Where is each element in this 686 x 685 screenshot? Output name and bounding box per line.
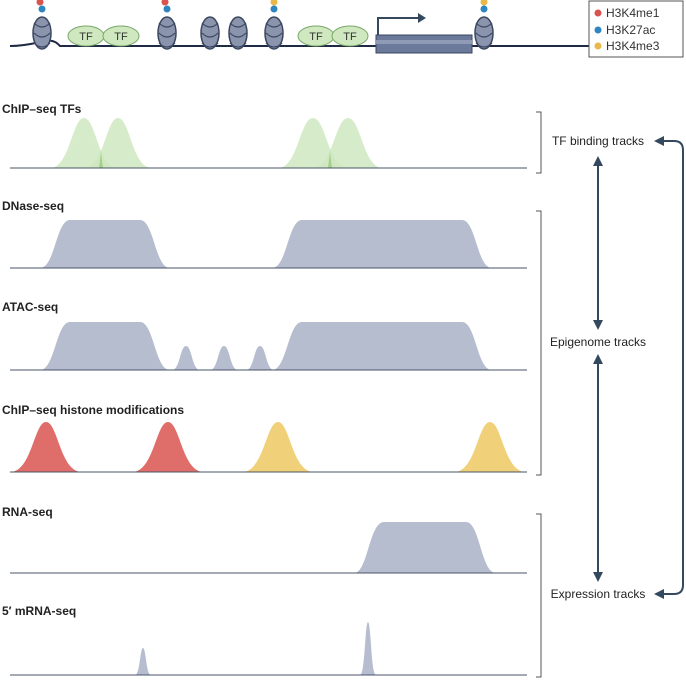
arrow-epigenome-expression [593,354,603,582]
dnase-peak [272,220,492,268]
legend-box [588,0,684,58]
tf-oval: TF [331,25,369,47]
mrna5-peak [135,648,151,675]
atac-peak [272,322,492,370]
arrow-tf-expression [654,136,684,599]
arrow-tf-epigenome [593,156,603,330]
gene-body-highlight [376,40,472,44]
track-atac [10,322,527,371]
nucleosome [264,0,284,50]
group-label-expression: Expression tracks [551,587,646,601]
legend: H3K4me1 H3K27ac H3K4me3 [588,0,684,58]
tf-oval: TF [102,25,140,47]
track-chip-tf [10,118,527,169]
legend-dot-yellow [594,42,602,50]
track-mrna5 [10,622,527,676]
track-title: ChIP–seq histone modifications [2,403,184,417]
tss-arrow-head [418,13,426,23]
group-label-epigenome: Epigenome tracks [550,335,646,349]
atac-peak [210,346,238,370]
track-dnase [10,220,527,269]
legend-dot-blue [594,26,602,34]
mrna5-peak [360,622,376,675]
track-title: 5′ mRNA-seq [2,604,76,618]
histone-peak-red [10,422,82,472]
bracket-tf-binding [536,111,542,174]
track-histone [10,422,527,473]
tf-peak [313,118,383,168]
nucleosome [228,16,248,50]
legend-dot-red [594,9,602,17]
track-title: ChIP–seq TFs [2,102,82,116]
tf-peak-overlap [99,150,103,168]
legend-label: H3K4me1 [606,6,660,20]
atac-peak [246,346,274,370]
tf-label: TF [343,31,357,43]
tf-oval: TF [67,25,105,47]
tf-oval: TF [297,25,335,47]
track-title: RNA-seq [2,505,53,519]
track-title: ATAC-seq [2,300,58,314]
group-label-tf-binding: TF binding tracks [552,134,644,148]
nucleosome [157,0,177,50]
nucleosome [32,0,52,50]
tf-label: TF [79,31,93,43]
tf-label: TF [309,31,323,43]
nucleosome [474,0,494,50]
dnase-peak [40,220,170,268]
histone-peak-yellow [242,422,314,472]
histone-peak-red [132,422,204,472]
tf-label: TF [114,31,128,43]
bracket-epigenome [536,210,542,476]
atac-peak [40,322,170,370]
genome-schematic: TF TF TF TF [9,0,680,54]
legend-label: H3K27ac [606,23,655,37]
track-rna [10,522,527,574]
rna-peak [354,522,496,573]
tss-arrow [377,17,418,38]
track-title: DNase-seq [2,199,64,213]
histone-peak-yellow [454,422,526,472]
legend-label: H3K4me3 [606,39,660,53]
bracket-expression [536,513,542,678]
atac-peak [172,346,200,370]
nucleosome [200,16,220,50]
tf-peak-overlap [328,150,332,168]
